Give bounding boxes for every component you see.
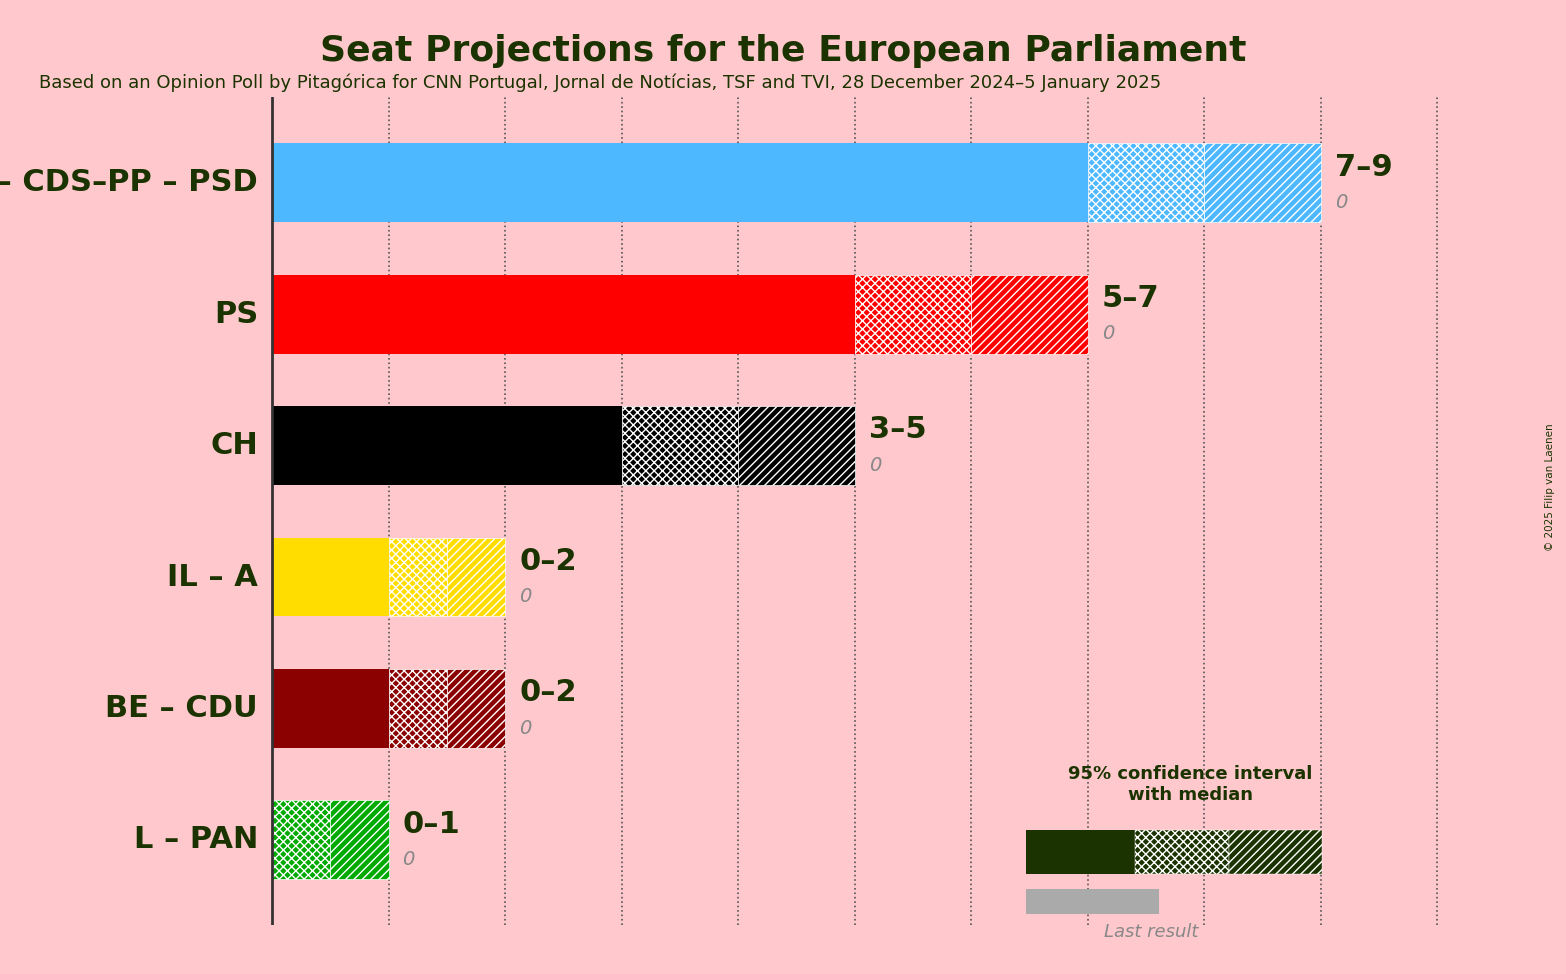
Bar (446, 669, 506, 748)
Bar (1135, 830, 1228, 875)
Bar (1229, 830, 1322, 875)
Text: 5–7: 5–7 (1101, 284, 1159, 313)
Text: 0: 0 (1101, 324, 1113, 344)
Text: IL – A: IL – A (168, 563, 258, 591)
Text: © 2025 Filip van Laenen: © 2025 Filip van Laenen (1546, 423, 1555, 551)
Text: AD – CDS–PP – PSD: AD – CDS–PP – PSD (0, 169, 258, 198)
Bar (971, 275, 1087, 354)
Text: 0: 0 (869, 456, 882, 475)
Bar (272, 406, 622, 485)
Text: Seat Projections for the European Parliament: Seat Projections for the European Parlia… (319, 34, 1247, 68)
Bar (272, 275, 855, 354)
Text: 0: 0 (518, 587, 531, 606)
Text: 7–9: 7–9 (1334, 153, 1392, 181)
Text: PS: PS (215, 300, 258, 329)
Text: CH: CH (210, 431, 258, 460)
Text: L – PAN: L – PAN (133, 825, 258, 854)
Text: Based on an Opinion Poll by Pitagórica for CNN Portugal, Jornal de Notícias, TSF: Based on an Opinion Poll by Pitagórica f… (39, 73, 1162, 92)
Bar (388, 669, 446, 748)
Bar (272, 801, 330, 880)
Bar (272, 538, 388, 617)
Text: BE – CDU: BE – CDU (105, 693, 258, 723)
Bar (1026, 889, 1159, 915)
Text: 0–2: 0–2 (518, 546, 576, 576)
Bar (272, 143, 1087, 222)
Text: 0: 0 (402, 850, 415, 869)
Text: 0–1: 0–1 (402, 809, 460, 839)
Text: 0–2: 0–2 (518, 678, 576, 707)
Bar (738, 406, 855, 485)
Bar (446, 538, 506, 617)
Bar (622, 406, 738, 485)
Text: 3–5: 3–5 (869, 415, 926, 444)
Bar (388, 538, 446, 617)
Bar (855, 275, 971, 354)
Text: 0: 0 (1334, 193, 1347, 212)
Bar (1204, 143, 1320, 222)
Bar (1026, 830, 1135, 875)
Bar (272, 669, 388, 748)
Text: 95% confidence interval
with median: 95% confidence interval with median (1068, 765, 1312, 804)
Bar (1087, 143, 1204, 222)
Bar (330, 801, 388, 880)
Text: Last result: Last result (1104, 923, 1198, 941)
Text: 0: 0 (518, 719, 531, 737)
